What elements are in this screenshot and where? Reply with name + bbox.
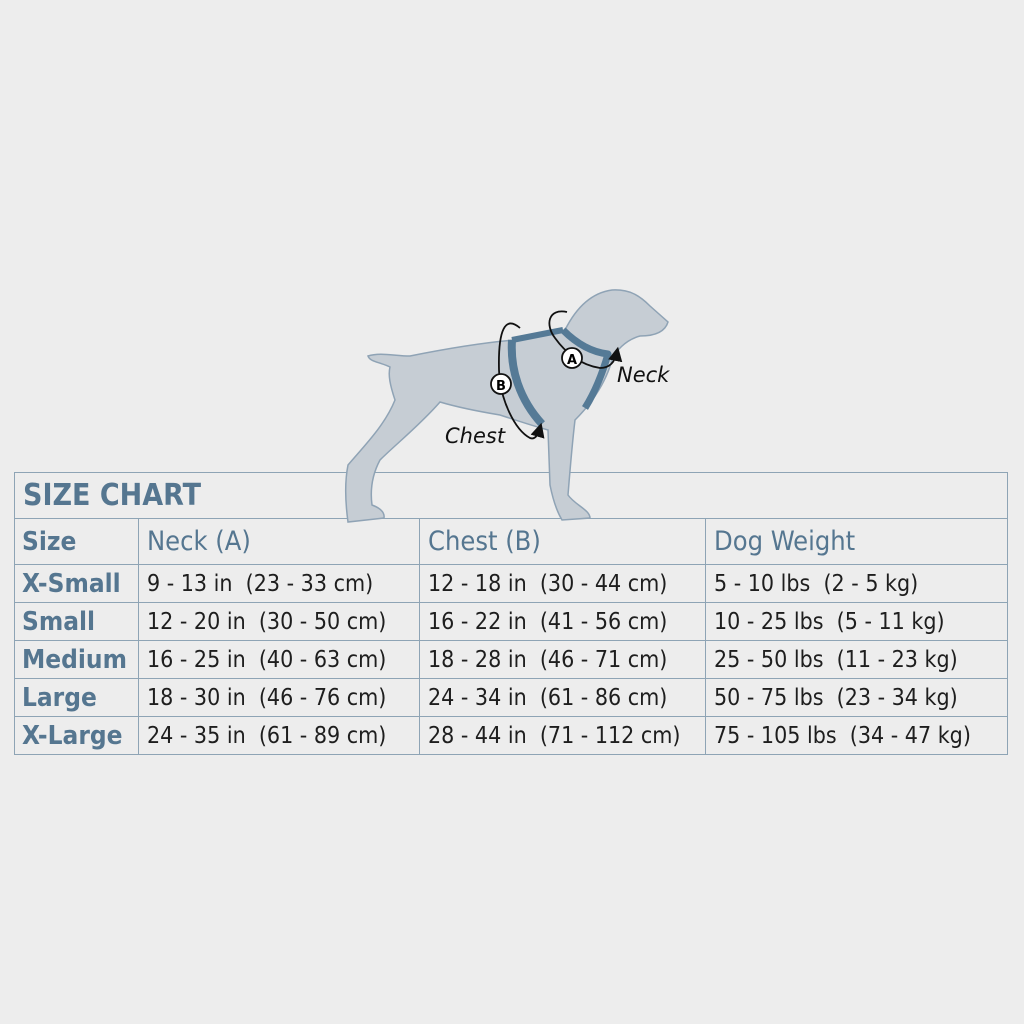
size-chart-table: SIZE CHART Size Neck (A) Chest (B) Dog W… — [14, 472, 1008, 755]
size-cell: X-Small — [14, 564, 139, 603]
size-chart-title: SIZE CHART — [14, 472, 1008, 519]
neck-cell: 16 - 25 in (40 - 63 cm) — [138, 640, 420, 679]
chest-measure-arrow — [498, 322, 545, 440]
weight-cell: 5 - 10 lbs (2 - 5 kg) — [705, 564, 1008, 603]
chest-cell: 12 - 18 in (30 - 44 cm) — [419, 564, 706, 603]
size-cell: Medium — [14, 640, 139, 679]
table-title-row: SIZE CHART — [14, 472, 1008, 519]
chest-cell: 16 - 22 in (41 - 56 cm) — [419, 602, 706, 641]
chest-label: Chest — [445, 424, 506, 448]
table-row: Large 18 - 30 in (46 - 76 cm) 24 - 34 in (… — [14, 678, 1008, 717]
table-row: X-Large 24 - 35 in (61 - 89 cm) 28 - 44 in… — [14, 716, 1008, 755]
table-row: Small 12 - 20 in (30 - 50 cm) 16 - 22 in (… — [14, 602, 1008, 641]
header-chest: Chest (B) — [419, 518, 706, 565]
size-cell: X-Large — [14, 716, 139, 755]
marker-b: B — [490, 373, 512, 395]
chest-cell: 28 - 44 in (71 - 112 cm) — [419, 716, 706, 755]
header-weight: Dog Weight — [705, 518, 1008, 565]
harness — [507, 327, 612, 427]
weight-cell: 75 - 105 lbs (34 - 47 kg) — [705, 716, 1008, 755]
table-row: X-Small 9 - 13 in (23 - 33 cm) 12 - 18 in … — [14, 564, 1008, 603]
weight-cell: 10 - 25 lbs (5 - 11 kg) — [705, 602, 1008, 641]
chest-cell: 24 - 34 in (61 - 86 cm) — [419, 678, 706, 717]
weight-cell: 50 - 75 lbs (23 - 34 kg) — [705, 678, 1008, 717]
table-row: Medium 16 - 25 in (40 - 63 cm) 18 - 28 in … — [14, 640, 1008, 679]
header-size: Size — [14, 518, 139, 565]
table-header-row: Size Neck (A) Chest (B) Dog Weight — [14, 518, 1008, 565]
neck-cell: 9 - 13 in (23 - 33 cm) — [138, 564, 420, 603]
neck-cell: 12 - 20 in (30 - 50 cm) — [138, 602, 420, 641]
neck-cell: 18 - 30 in (46 - 76 cm) — [138, 678, 420, 717]
svg-text:A: A — [567, 353, 577, 368]
chest-cell: 18 - 28 in (46 - 71 cm) — [419, 640, 706, 679]
neck-cell: 24 - 35 in (61 - 89 cm) — [138, 716, 420, 755]
size-cell: Small — [14, 602, 139, 641]
neck-label: Neck — [617, 363, 670, 387]
svg-text:B: B — [496, 379, 506, 394]
size-cell: Large — [14, 678, 139, 717]
header-neck: Neck (A) — [138, 518, 420, 565]
marker-a: A — [561, 347, 583, 369]
weight-cell: 25 - 50 lbs (11 - 23 kg) — [705, 640, 1008, 679]
neck-measure-arrow — [548, 310, 623, 369]
